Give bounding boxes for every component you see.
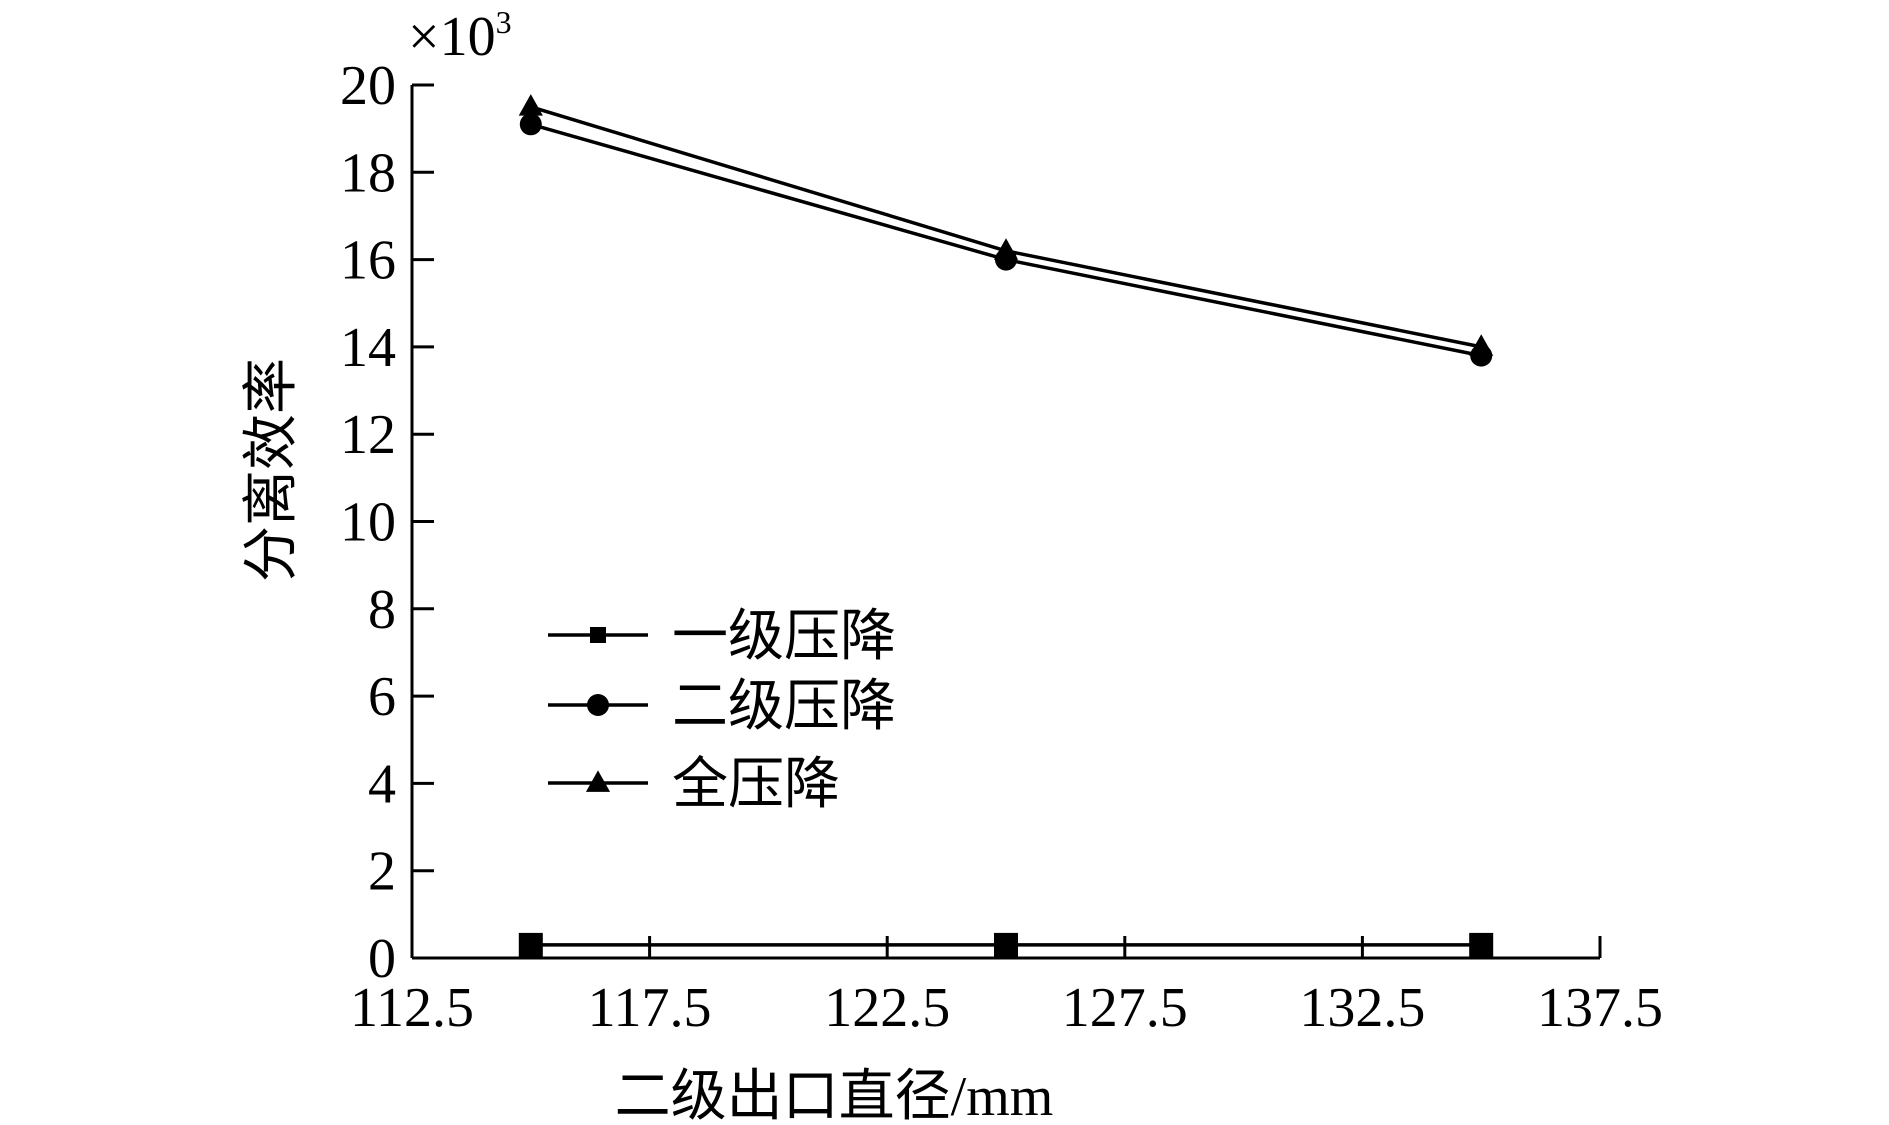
y-multiplier-exponent: 3 [496, 4, 512, 40]
y-multiplier-base: ×10 [408, 6, 496, 68]
series-1 [518, 932, 1494, 957]
legend-label: 二级压降 [672, 676, 896, 738]
y-tick-label: 4 [368, 753, 396, 815]
x-tick-label: 122.5 [824, 977, 950, 1039]
data-point-circle [519, 113, 542, 136]
y-tick-label: 2 [368, 841, 396, 903]
x-tick-label: 137.5 [1537, 977, 1663, 1039]
series-layer [518, 94, 1494, 957]
legend-marker-circle [587, 694, 609, 716]
data-point-triangle [1469, 334, 1494, 356]
data-point-triangle [518, 94, 543, 116]
y-tick-label: 0 [368, 928, 396, 990]
legend-item: 全压降 [548, 754, 840, 816]
y-tick-label: 20 [340, 55, 396, 117]
y-tick-label: 10 [340, 492, 396, 554]
data-point-square [518, 932, 543, 957]
data-point-square [994, 932, 1018, 957]
x-tick-label: 127.5 [1062, 977, 1188, 1039]
legend-marker-square [590, 627, 606, 643]
legend-item: 一级压降 [548, 606, 896, 668]
legend-item: 二级压降 [548, 676, 896, 738]
series-line [530, 105, 1482, 349]
data-point-square [1469, 932, 1494, 957]
data-point-triangle [993, 238, 1019, 260]
y-tick-label: 6 [368, 666, 396, 728]
y-multiplier: ×103 [408, 4, 512, 68]
legend-label: 一级压降 [672, 606, 896, 668]
axes [410, 85, 1600, 960]
x-tick-label: 117.5 [588, 977, 712, 1039]
legend-label: 全压降 [672, 754, 840, 816]
legend-marker-triangle [585, 770, 611, 792]
series-3 [518, 94, 1494, 356]
y-tick-label: 18 [340, 142, 396, 204]
y-tick-label: 16 [340, 230, 396, 292]
x-axis-ticks: 112.5 117.5 122.5 127.5 132.5 137.5 [350, 936, 1663, 1039]
y-tick-label: 8 [368, 579, 396, 641]
x-tick-label: 132.5 [1299, 977, 1425, 1039]
x-axis-title: 二级出口直径/mm [615, 1066, 1054, 1125]
y-axis-title: 分离效率 [241, 358, 303, 582]
y-tick-label: 14 [340, 317, 396, 379]
y-tick-label: 12 [340, 404, 396, 466]
x-tick-label: 112.5 [350, 977, 474, 1039]
y-axis-ticks: 0 2 4 6 8 10 12 14 16 18 20 [340, 55, 434, 990]
